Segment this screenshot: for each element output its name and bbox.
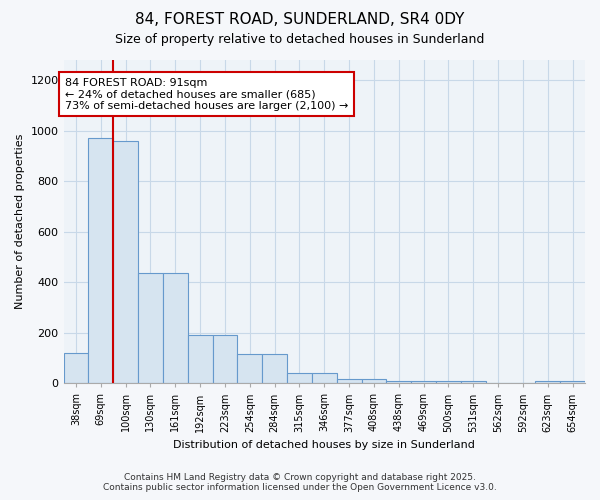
Bar	[113, 141, 138, 384]
Bar	[362, 378, 386, 384]
Text: Contains HM Land Registry data © Crown copyright and database right 2025.
Contai: Contains HM Land Registry data © Crown c…	[103, 473, 497, 492]
Bar	[411, 380, 436, 384]
Bar	[262, 354, 287, 384]
Bar	[337, 378, 362, 384]
Bar	[436, 382, 461, 384]
Bar	[64, 353, 88, 384]
Bar	[386, 380, 411, 384]
Bar	[511, 382, 535, 384]
Text: 84, FOREST ROAD, SUNDERLAND, SR4 0DY: 84, FOREST ROAD, SUNDERLAND, SR4 0DY	[136, 12, 464, 28]
Y-axis label: Number of detached properties: Number of detached properties	[15, 134, 25, 310]
Bar	[287, 372, 312, 384]
Bar	[461, 382, 485, 384]
Bar	[163, 274, 188, 384]
Bar	[88, 138, 113, 384]
Bar	[560, 381, 585, 384]
Bar	[238, 354, 262, 384]
Text: Size of property relative to detached houses in Sunderland: Size of property relative to detached ho…	[115, 32, 485, 46]
Text: 84 FOREST ROAD: 91sqm
← 24% of detached houses are smaller (685)
73% of semi-det: 84 FOREST ROAD: 91sqm ← 24% of detached …	[65, 78, 348, 111]
Bar	[535, 381, 560, 384]
Bar	[212, 336, 238, 384]
Bar	[188, 336, 212, 384]
Bar	[312, 372, 337, 384]
Bar	[485, 382, 511, 384]
Bar	[138, 274, 163, 384]
X-axis label: Distribution of detached houses by size in Sunderland: Distribution of detached houses by size …	[173, 440, 475, 450]
